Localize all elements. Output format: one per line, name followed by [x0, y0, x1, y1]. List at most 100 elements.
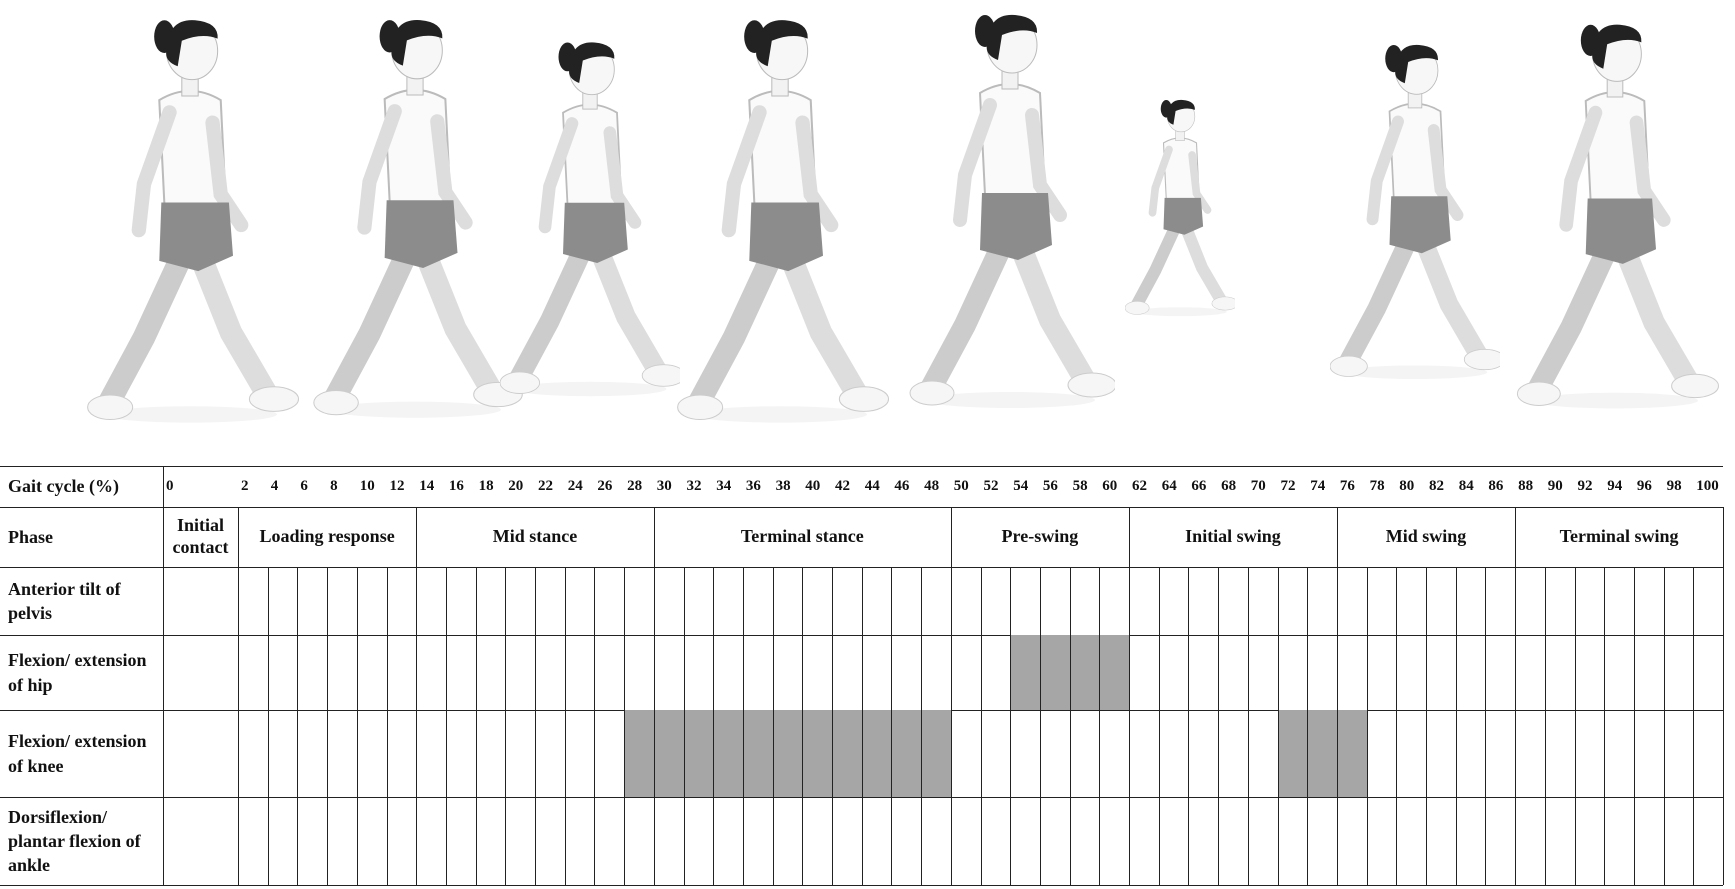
- cell-line: [594, 567, 596, 635]
- cell-line: [921, 797, 923, 885]
- cell-line: [1277, 710, 1279, 797]
- cell-line: [475, 797, 477, 885]
- gait-tick: 16: [448, 478, 464, 494]
- gait-tick: 20: [508, 478, 524, 494]
- cell-line: [505, 797, 507, 885]
- cell-line: [683, 710, 685, 797]
- gait-tick: 0: [166, 478, 174, 494]
- cell-line: [624, 567, 626, 635]
- phase: Initial contact: [172, 515, 229, 557]
- cell-line: [624, 710, 626, 797]
- cell-line: [1277, 567, 1279, 635]
- gait-tick: 82: [1429, 478, 1444, 494]
- cell-line: [1396, 710, 1398, 797]
- gait-tick: 70: [1250, 478, 1266, 494]
- gait-tick: 64: [1161, 478, 1177, 494]
- cell-line: [356, 567, 358, 635]
- cell-line: [1455, 797, 1457, 885]
- cell-line: [356, 797, 358, 885]
- cell-line: [802, 635, 804, 710]
- cell-line: [861, 567, 863, 635]
- cell-line: [653, 710, 655, 797]
- cell-line: [1188, 797, 1190, 885]
- cell-line: [772, 710, 774, 797]
- cell-line: [267, 567, 269, 635]
- gait-tick: 90: [1547, 478, 1563, 494]
- shaded-range: [624, 710, 951, 797]
- gait-tick: 100: [1696, 478, 1719, 494]
- gait-tick: 28: [627, 478, 643, 494]
- row-label: Flexion/ extension of knee: [8, 731, 147, 776]
- cell-line: [1336, 635, 1338, 710]
- cell-line: [802, 797, 804, 885]
- phase-line: [416, 507, 418, 567]
- cell-line: [1129, 567, 1130, 635]
- cell-line: [861, 635, 863, 710]
- cell-line: [1515, 567, 1517, 635]
- gait-tick: 32: [686, 478, 702, 494]
- cell-line: [1426, 797, 1427, 885]
- cell-line: [1039, 567, 1041, 635]
- row-line: [0, 567, 1723, 568]
- gait-tick: 6: [300, 478, 308, 494]
- cell-line: [1485, 635, 1487, 710]
- cell-line: [594, 710, 596, 797]
- cell-line: [535, 710, 536, 797]
- cell-line: [1396, 635, 1398, 710]
- cell-line: [1544, 567, 1546, 635]
- gait-tick: 74: [1310, 478, 1326, 494]
- cell-line: [1633, 635, 1635, 710]
- cell-line: [1604, 710, 1606, 797]
- gait-tick: 68: [1221, 478, 1237, 494]
- cell-line: [1129, 635, 1130, 710]
- cell-line: [802, 710, 804, 797]
- cell-line: [1307, 710, 1309, 797]
- gait-tick: 38: [775, 478, 791, 494]
- cell-line: [564, 635, 566, 710]
- cell-line: [594, 797, 596, 885]
- cell-line: [980, 567, 982, 635]
- gait-tick: 98: [1666, 478, 1682, 494]
- phase: Initial swing: [1185, 526, 1281, 547]
- cell-line: [1693, 797, 1695, 885]
- cell-line: [1485, 797, 1487, 885]
- cell-line: [267, 797, 269, 885]
- cell-line: [832, 710, 833, 797]
- cell-line: [564, 710, 566, 797]
- gait-tick: 92: [1577, 478, 1593, 494]
- cell-line: [921, 635, 923, 710]
- row-line: [0, 635, 1723, 636]
- cell-line: [950, 635, 952, 710]
- cell-line: [1426, 567, 1427, 635]
- cell-line: [1663, 567, 1665, 635]
- cell-line: [475, 710, 477, 797]
- cell-line: [1039, 635, 1041, 710]
- phase: Pre-swing: [1001, 526, 1079, 547]
- cell-line: [1218, 710, 1220, 797]
- cell-line: [832, 797, 833, 885]
- cell-line: [386, 635, 388, 710]
- gait-tick: 56: [1042, 478, 1058, 494]
- gait-tick: 34: [716, 478, 732, 494]
- cell-line: [475, 567, 477, 635]
- cell-line: [594, 635, 596, 710]
- cell-line: [1515, 710, 1517, 797]
- cell-line: [1218, 567, 1220, 635]
- phase-line: [1515, 507, 1517, 567]
- cell-line: [1455, 635, 1457, 710]
- cell-line: [267, 710, 269, 797]
- cell-line: [950, 797, 952, 885]
- phase: Terminal swing: [1559, 526, 1679, 547]
- cell-line: [653, 567, 655, 635]
- cell-line: [1663, 635, 1665, 710]
- cell-line: [1069, 635, 1071, 710]
- cell-line: [1247, 710, 1249, 797]
- cell-line: [1574, 797, 1576, 885]
- shaded-range: [1277, 710, 1367, 797]
- cell-line: [445, 567, 447, 635]
- gait-tick: 86: [1488, 478, 1504, 494]
- cell-line: [950, 567, 952, 635]
- cell-line: [1010, 710, 1012, 797]
- cell-line: [535, 797, 536, 885]
